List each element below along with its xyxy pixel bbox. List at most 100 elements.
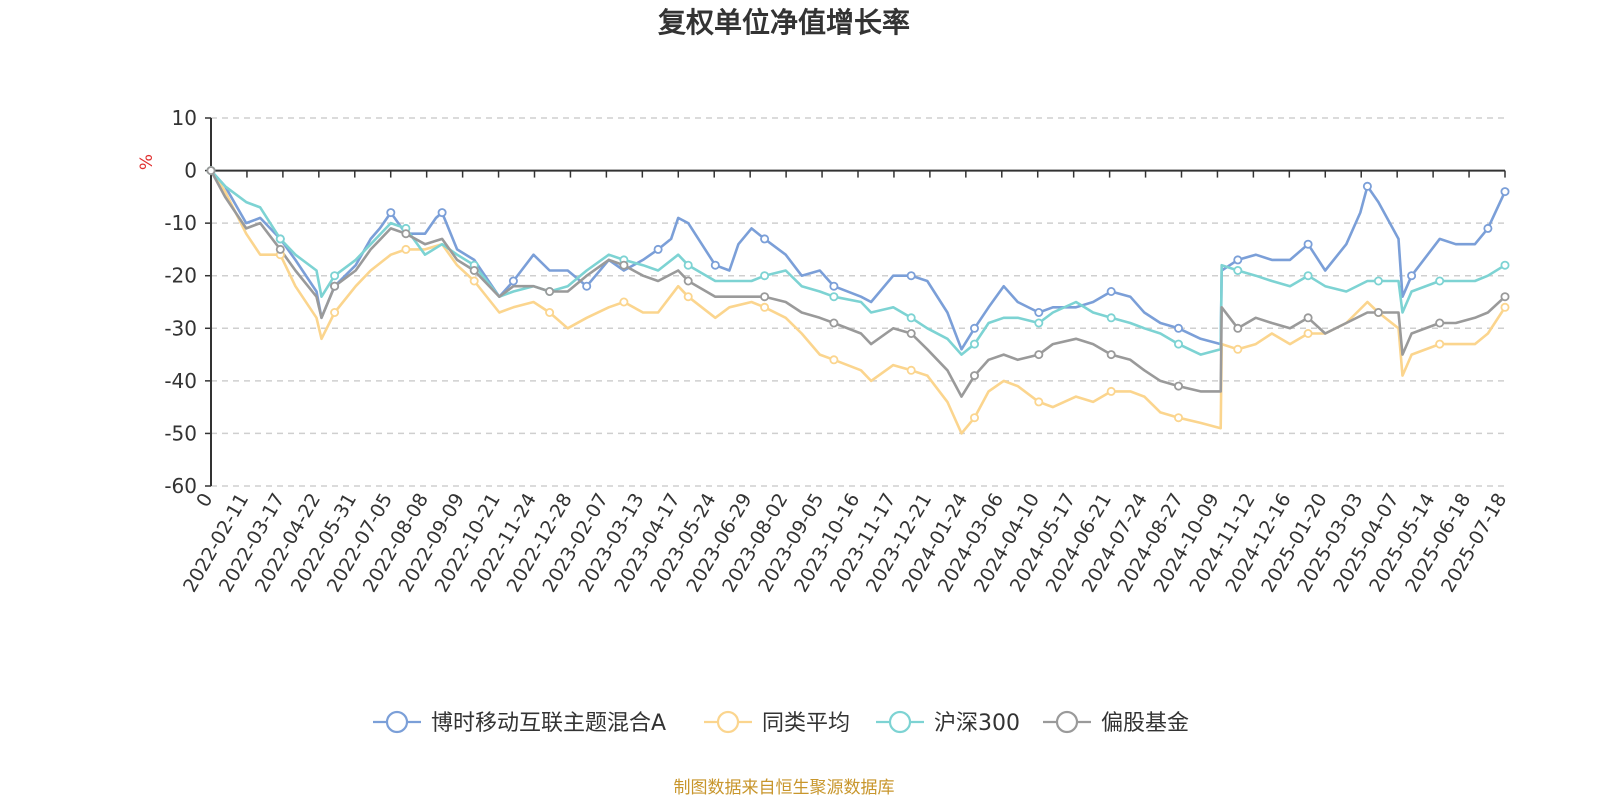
legend-marker bbox=[716, 710, 740, 734]
data-point bbox=[386, 208, 396, 218]
data-point bbox=[1174, 339, 1184, 349]
data-point bbox=[906, 271, 916, 281]
data-point bbox=[970, 323, 980, 333]
data-point bbox=[1435, 339, 1445, 349]
legend-marker bbox=[1055, 710, 1079, 734]
series-line bbox=[209, 169, 1507, 398]
series-line bbox=[209, 169, 1507, 356]
data-point bbox=[1435, 318, 1445, 328]
data-point bbox=[1435, 276, 1445, 286]
legend-item[interactable]: 偏股基金 bbox=[1043, 710, 1189, 736]
legend[interactable]: 博时移动互联主题混合A 同类平均 沪深300 偏股基金 bbox=[373, 710, 1189, 736]
y-tick-label: 0 bbox=[184, 159, 197, 183]
data-point bbox=[970, 339, 980, 349]
data-point bbox=[1233, 265, 1243, 275]
data-point bbox=[1034, 307, 1044, 317]
data-point bbox=[545, 286, 555, 296]
data-point bbox=[330, 271, 340, 281]
y-tick-label: -40 bbox=[164, 369, 197, 393]
data-point bbox=[619, 297, 629, 307]
data-point bbox=[545, 307, 555, 317]
y-axis-unit: % bbox=[137, 154, 157, 170]
legend-label: 博时移动互联主题混合A bbox=[431, 711, 666, 736]
y-tick-label: 10 bbox=[172, 106, 197, 130]
data-point bbox=[1303, 239, 1313, 249]
data-point bbox=[710, 260, 720, 270]
data-point bbox=[619, 260, 629, 270]
data-point bbox=[401, 229, 411, 239]
y-tick-label: -10 bbox=[164, 211, 197, 235]
data-point bbox=[1303, 328, 1313, 338]
data-point bbox=[1500, 260, 1510, 270]
data-point bbox=[1500, 292, 1510, 302]
series-lines bbox=[209, 169, 1507, 435]
data-point bbox=[1362, 181, 1372, 191]
data-point bbox=[1373, 276, 1383, 286]
data-point bbox=[829, 292, 839, 302]
data-point bbox=[1233, 344, 1243, 354]
data-point bbox=[1034, 350, 1044, 360]
data-point bbox=[683, 292, 693, 302]
data-point bbox=[330, 281, 340, 291]
data-point bbox=[1483, 223, 1493, 233]
data-point bbox=[760, 234, 770, 244]
legend-label: 偏股基金 bbox=[1101, 711, 1189, 736]
x-tick-label: 0 bbox=[192, 490, 217, 511]
data-point bbox=[1106, 350, 1116, 360]
data-point bbox=[1106, 386, 1116, 396]
y-tick-label: -20 bbox=[164, 264, 197, 288]
data-point bbox=[1106, 313, 1116, 323]
series-markers bbox=[206, 166, 1510, 423]
data-point bbox=[829, 281, 839, 291]
data-point bbox=[275, 244, 285, 254]
data-point bbox=[1106, 286, 1116, 296]
y-tick-label: -50 bbox=[164, 421, 197, 445]
data-point bbox=[683, 260, 693, 270]
source-note: 制图数据来自恒生聚源数据库 bbox=[674, 778, 895, 798]
data-point bbox=[906, 313, 916, 323]
data-point bbox=[1500, 302, 1510, 312]
data-point bbox=[970, 413, 980, 423]
data-point bbox=[653, 244, 663, 254]
data-point bbox=[1500, 187, 1510, 197]
data-point bbox=[401, 244, 411, 254]
data-point bbox=[683, 276, 693, 286]
legend-marker bbox=[888, 710, 912, 734]
y-tick-label: -30 bbox=[164, 316, 197, 340]
data-point bbox=[1233, 255, 1243, 265]
chart-title: 复权单位净值增长率 bbox=[658, 6, 910, 39]
data-point bbox=[508, 276, 518, 286]
data-point bbox=[906, 365, 916, 375]
data-point bbox=[1174, 323, 1184, 333]
data-point bbox=[1174, 413, 1184, 423]
legend-marker bbox=[385, 710, 409, 734]
data-point bbox=[437, 208, 447, 218]
legend-label: 同类平均 bbox=[762, 711, 850, 736]
data-point bbox=[1174, 381, 1184, 391]
legend-item[interactable]: 沪深300 bbox=[876, 710, 1020, 736]
data-point bbox=[1407, 271, 1417, 281]
data-point bbox=[829, 318, 839, 328]
axes: 100-10-20-30-40-50-6002022-02-112022-03-… bbox=[164, 106, 1511, 596]
data-point bbox=[1373, 307, 1383, 317]
data-point bbox=[206, 166, 216, 176]
data-point bbox=[1034, 318, 1044, 328]
data-point bbox=[760, 271, 770, 281]
data-point bbox=[469, 265, 479, 275]
data-point bbox=[1233, 323, 1243, 333]
data-point bbox=[1034, 397, 1044, 407]
data-point bbox=[970, 371, 980, 381]
data-point bbox=[330, 307, 340, 317]
legend-item[interactable]: 同类平均 bbox=[704, 710, 850, 736]
data-point bbox=[906, 328, 916, 338]
series-line bbox=[209, 169, 1507, 435]
series-line bbox=[209, 169, 1507, 351]
legend-item[interactable]: 博时移动互联主题混合A bbox=[373, 710, 666, 736]
data-point bbox=[760, 292, 770, 302]
data-point bbox=[275, 234, 285, 244]
data-point bbox=[469, 276, 479, 286]
data-point bbox=[829, 355, 839, 365]
data-point bbox=[1303, 271, 1313, 281]
